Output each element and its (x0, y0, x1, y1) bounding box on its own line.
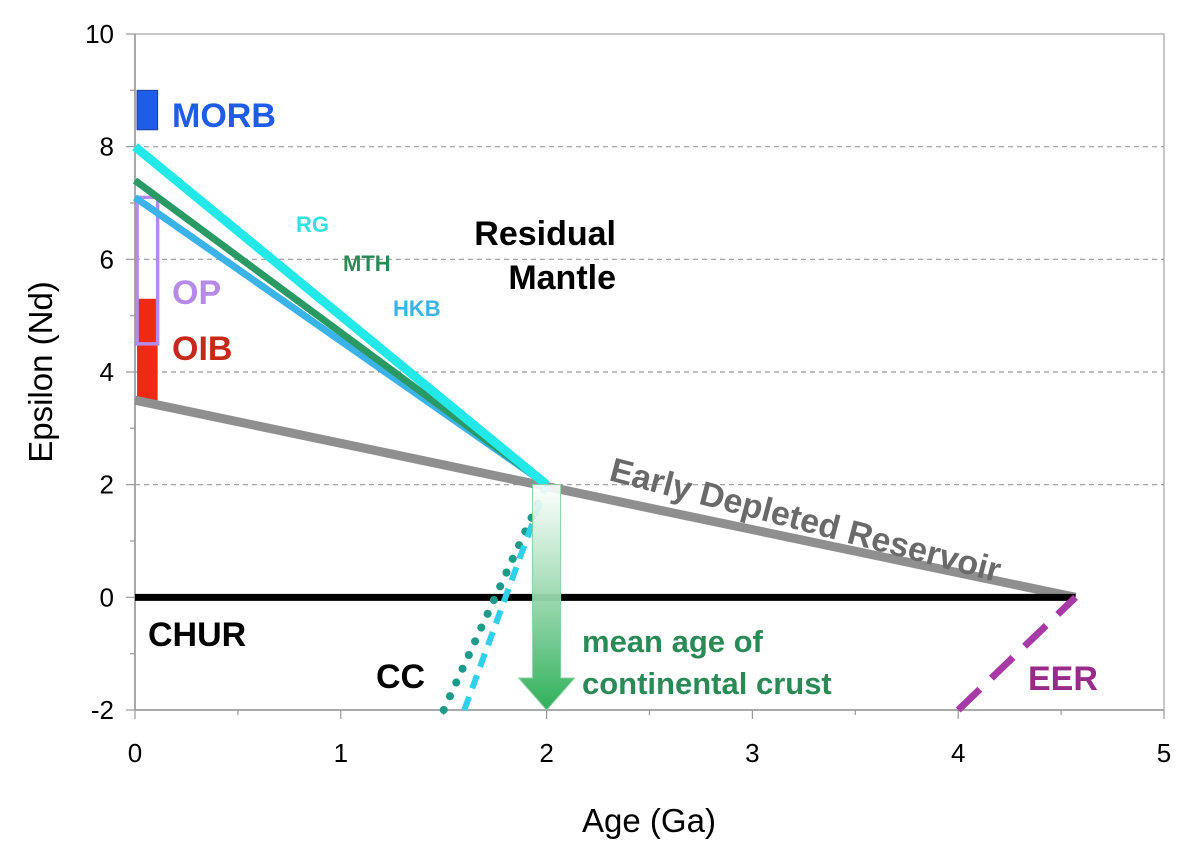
series-line-eer (955, 594, 1078, 713)
mean-age-arrow (517, 484, 576, 711)
range-bar-morb (136, 89, 159, 131)
arrow-shape (517, 484, 576, 711)
x-tick-label: 2 (539, 738, 553, 768)
x-axis-title: Age (Ga) (582, 802, 716, 839)
range-bar-op (135, 195, 160, 346)
series-line-rg (132, 143, 550, 489)
x-tick-label: 3 (745, 738, 759, 768)
x-tick-label: 1 (334, 738, 348, 768)
label-residual-line1: Residual (474, 215, 616, 253)
label-mth: MTH (343, 251, 391, 276)
label-oib: OIB (172, 330, 232, 368)
label-morb: MORB (172, 97, 276, 135)
y-tick-label: -2 (91, 695, 114, 725)
label-chur: CHUR (148, 616, 246, 654)
x-tick-label: 0 (128, 738, 142, 768)
y-tick-label: 10 (85, 19, 114, 49)
y-tick-label: 6 (100, 244, 114, 274)
y-tick-label: 0 (100, 582, 114, 612)
series-lines (132, 143, 1078, 714)
label-arrow-line1: mean age of (582, 624, 764, 659)
label-arrow-line2: continental crust (582, 666, 832, 701)
label-op: OP (172, 274, 221, 312)
y-tick-label: 2 (100, 470, 114, 500)
gridlines (135, 146, 1164, 486)
label-eer: EER (1028, 660, 1098, 698)
label-hkb: HKB (393, 296, 441, 321)
series-line-cc-dashed (461, 483, 550, 712)
y-tick-label: 4 (100, 357, 114, 387)
series-line-cc-dotted (439, 480, 551, 714)
y-axis-title: Epsilon (Nd) (22, 281, 59, 463)
label-cc: CC (376, 658, 425, 696)
x-tick-label: 4 (951, 738, 965, 768)
label-rg: RG (296, 212, 329, 237)
tick-labels: 0 1 2 3 4 5 -2 0 2 4 6 8 10 (85, 19, 1171, 768)
x-tick-label: 5 (1157, 738, 1171, 768)
series-line-edr (134, 395, 1077, 602)
range-bars (135, 89, 160, 401)
label-residual-line2: Mantle (508, 259, 616, 297)
y-tick-label: 8 (100, 132, 114, 162)
range-bar-oib (137, 298, 158, 401)
